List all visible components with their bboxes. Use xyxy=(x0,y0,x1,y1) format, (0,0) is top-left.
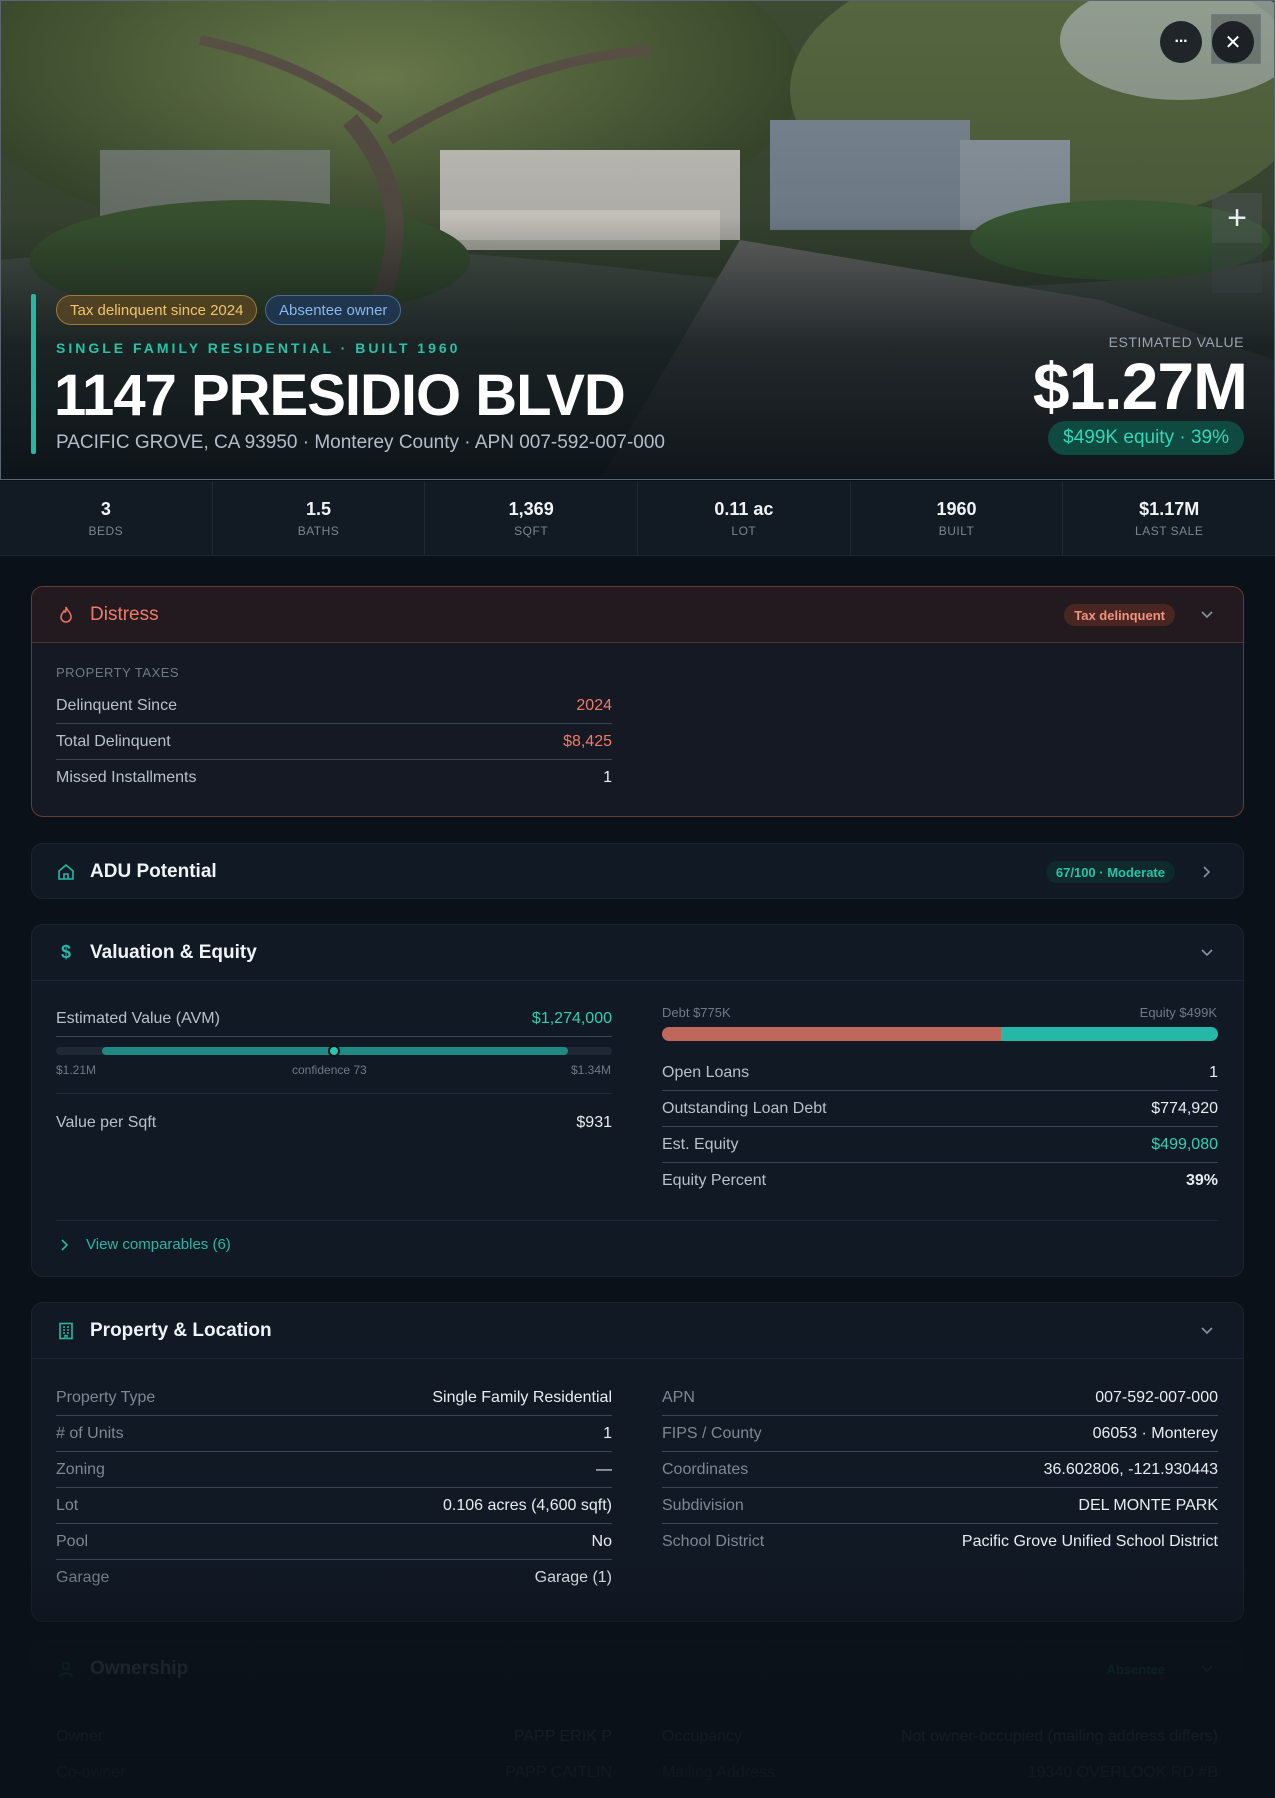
range-low: $1.21M xyxy=(56,1063,97,1077)
table-row: FIPS / County 06053 · Monterey xyxy=(662,1416,1218,1452)
avm-estimate-marker xyxy=(328,1045,340,1057)
ownership-header[interactable]: Ownership Absentee xyxy=(32,1641,1243,1697)
stat-beds: 3 BEDS xyxy=(0,481,213,555)
property-header[interactable]: Property & Location xyxy=(32,1303,1243,1359)
hero-street-view xyxy=(0,0,1275,480)
equity-badge: $499K equity · 39% xyxy=(1048,421,1244,455)
adu-title: ADU Potential xyxy=(90,861,217,882)
table-row: Co-owner PAPP CAITLIN xyxy=(56,1755,612,1791)
equity-segment xyxy=(1001,1027,1218,1041)
estimated-value: $1.27M xyxy=(1032,349,1248,423)
table-row: Open Loans 1 xyxy=(662,1055,1218,1091)
person-icon xyxy=(56,1659,76,1679)
property-title: Property & Location xyxy=(90,1319,272,1341)
table-row: Property Type Single Family Residential xyxy=(56,1380,612,1416)
valuation-title: Valuation & Equity xyxy=(90,941,257,963)
building-icon xyxy=(56,1321,76,1341)
page-title: 1147 PRESIDIO BLVD xyxy=(54,363,626,428)
ownership-title: Ownership xyxy=(90,1658,189,1679)
range-high: $1.34M xyxy=(570,1063,611,1077)
flame-icon xyxy=(56,605,76,625)
ownership-card: Ownership Absentee Owner PAPP ERIK P Co-o… xyxy=(31,1640,1244,1798)
table-row: Mailing Address 19340 OVERLOOK RD #B xyxy=(662,1755,1218,1791)
zoom-in-button[interactable]: + xyxy=(1212,193,1262,243)
absentee-owner-chip: Absentee owner xyxy=(265,295,402,325)
table-row: Lot 0.106 acres (4,600 sqft) xyxy=(56,1488,612,1524)
value-per-sqft-row: Value per Sqft $931 xyxy=(56,1114,612,1131)
debt-equity-bar xyxy=(662,1027,1218,1041)
property-type-label: SINGLE FAMILY RESIDENTIAL · BUILT 1960 xyxy=(56,340,461,356)
stat-baths: 1.5 BATHS xyxy=(213,481,426,555)
valuation-equity-card: $ Valuation & Equity Estimated Value (AV… xyxy=(31,924,1244,1277)
tax-delinquent-chip: Tax delinquent since 2024 xyxy=(56,295,258,325)
table-row: Missed Installments 1 xyxy=(56,769,612,786)
chevron-right-icon[interactable] xyxy=(1197,862,1217,882)
distress-title: Distress xyxy=(90,603,159,625)
table-row: Outstanding Loan Debt $774,920 xyxy=(662,1091,1218,1127)
property-location-card: Property & Location Property Type Single … xyxy=(31,1302,1244,1622)
debt-segment xyxy=(662,1027,1002,1041)
debt-label: Debt $775K xyxy=(662,1005,731,1020)
table-row: Delinquent Since 2024 xyxy=(56,688,612,724)
estimated-value-label: ESTIMATED VALUE xyxy=(1108,334,1244,350)
table-row: Garage Garage (1) xyxy=(56,1569,612,1586)
property-taxes-label: PROPERTY TAXES xyxy=(56,665,180,680)
table-row: APN 007-592-007-000 xyxy=(662,1380,1218,1416)
chevron-down-icon[interactable] xyxy=(1197,605,1217,625)
close-button[interactable]: ✕ xyxy=(1212,21,1254,63)
ellipsis-icon: ··· xyxy=(1174,33,1189,50)
adu-score-badge: 67/100 · Moderate xyxy=(1045,861,1175,883)
stat-built: 1960 BUILT xyxy=(851,481,1064,555)
tax-delinquent-badge: Tax delinquent xyxy=(1064,604,1175,626)
absentee-badge: Absentee xyxy=(1106,1661,1165,1677)
chevron-down-icon[interactable] xyxy=(1197,943,1217,963)
distress-card: Distress Tax delinquent PROPERTY TAXES D… xyxy=(31,586,1244,817)
adu-potential-card[interactable]: ADU Potential 67/100 · Moderate xyxy=(31,843,1244,899)
stat-sqft: 1,369 SQFT xyxy=(425,481,639,555)
table-row: School District Pacific Grove Unified Sch… xyxy=(662,1533,1218,1550)
more-options-button[interactable]: ··· xyxy=(1160,21,1202,63)
stat-lot: 0.11 ac LOT xyxy=(638,481,851,555)
table-row: Subdivision DEL MONTE PARK xyxy=(662,1488,1218,1524)
view-comparables-link[interactable]: View comparables (6) xyxy=(60,1236,231,1253)
house-icon xyxy=(56,862,76,882)
zoom-out-button[interactable] xyxy=(1212,243,1262,293)
chevron-right-icon xyxy=(61,1238,69,1251)
table-row: Pool No xyxy=(56,1524,612,1560)
table-row: Est. Equity $499,080 xyxy=(662,1127,1218,1163)
table-row: # of Units 1 xyxy=(56,1416,612,1452)
table-row: Occupancy Not owner-occupied (mailing add… xyxy=(662,1719,1218,1755)
table-row: Equity Percent 39% xyxy=(662,1172,1218,1189)
chevron-down-icon[interactable] xyxy=(1197,1321,1217,1341)
title-accent-bar xyxy=(31,294,36,454)
close-icon: ✕ xyxy=(1224,31,1242,54)
stat-last-sale: $1.17M LAST SALE xyxy=(1135,499,1204,538)
plus-icon: + xyxy=(1227,198,1247,237)
dollar-icon: $ xyxy=(60,942,71,962)
stats-bar: 3 BEDS 1.5 BATHS 1,369 SQFT 0.11 ac LOT 1960… xyxy=(0,481,1275,556)
distress-header[interactable]: Distress Tax delinquent xyxy=(32,587,1243,643)
table-row: Zoning — xyxy=(56,1452,612,1488)
avm-row: Estimated Value (AVM) $1,274,000 xyxy=(56,1001,612,1037)
chevron-down-icon[interactable] xyxy=(1197,1659,1217,1679)
confidence-label: confidence 73 xyxy=(292,1063,367,1077)
valuation-header[interactable]: $ Valuation & Equity xyxy=(32,925,1243,981)
table-row: Coordinates 36.602806, -121.930443 xyxy=(662,1452,1218,1488)
table-row: Owner PAPP ERIK P xyxy=(56,1719,612,1755)
equity-label: Equity $499K xyxy=(1139,1005,1217,1020)
address-details: PACIFIC GROVE, CA 93950 · Monterey Count… xyxy=(56,432,665,453)
table-row: Total Delinquent $8,425 xyxy=(56,724,612,760)
